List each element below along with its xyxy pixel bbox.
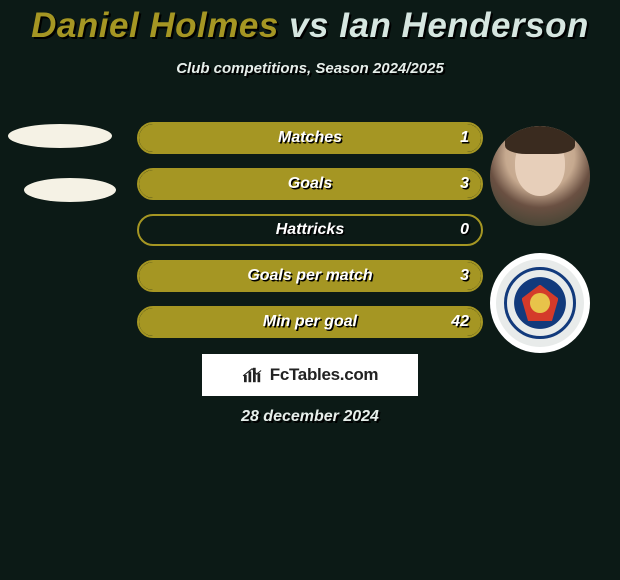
stat-bar-label: Hattricks bbox=[139, 216, 481, 244]
placeholder-ellipse bbox=[24, 178, 116, 202]
stat-bar-fill bbox=[139, 124, 481, 152]
brand-box: FcTables.com bbox=[202, 354, 418, 396]
stat-bar-value: 1 bbox=[460, 124, 469, 152]
subtitle: Club competitions, Season 2024/2025 bbox=[0, 60, 620, 77]
club-badge bbox=[496, 259, 584, 347]
stat-bar-value: 3 bbox=[460, 262, 469, 290]
brand-text: FcTables.com bbox=[270, 365, 379, 385]
stat-bar-value: 0 bbox=[460, 216, 469, 244]
stat-bar: Matches1 bbox=[137, 122, 483, 154]
shield-icon bbox=[504, 267, 576, 339]
face-icon bbox=[490, 126, 590, 226]
stat-bar-value: 42 bbox=[451, 308, 469, 336]
stat-bar-fill bbox=[139, 262, 481, 290]
player2-name: Ian Henderson bbox=[339, 6, 589, 45]
comparison-card: Daniel Holmes vs Ian Henderson Club comp… bbox=[0, 0, 620, 580]
stat-bar-fill bbox=[139, 308, 481, 336]
player2-avatar bbox=[490, 126, 590, 226]
stat-bar-value: 3 bbox=[460, 170, 469, 198]
stat-bar: Goals3 bbox=[137, 168, 483, 200]
bar-chart-icon bbox=[242, 366, 264, 384]
date-text: 28 december 2024 bbox=[0, 408, 620, 426]
vs-text: vs bbox=[289, 6, 329, 45]
page-title: Daniel Holmes vs Ian Henderson bbox=[0, 0, 620, 46]
placeholder-ellipse bbox=[8, 124, 112, 148]
stat-bar-fill bbox=[139, 170, 481, 198]
stat-bars: Matches1 Goals3 Hattricks0 Goals per match3… bbox=[137, 122, 483, 352]
stat-bar: Hattricks0 bbox=[137, 214, 483, 246]
player1-name: Daniel Holmes bbox=[31, 6, 279, 45]
stat-bar: Goals per match3 bbox=[137, 260, 483, 292]
stat-bar: Min per goal42 bbox=[137, 306, 483, 338]
